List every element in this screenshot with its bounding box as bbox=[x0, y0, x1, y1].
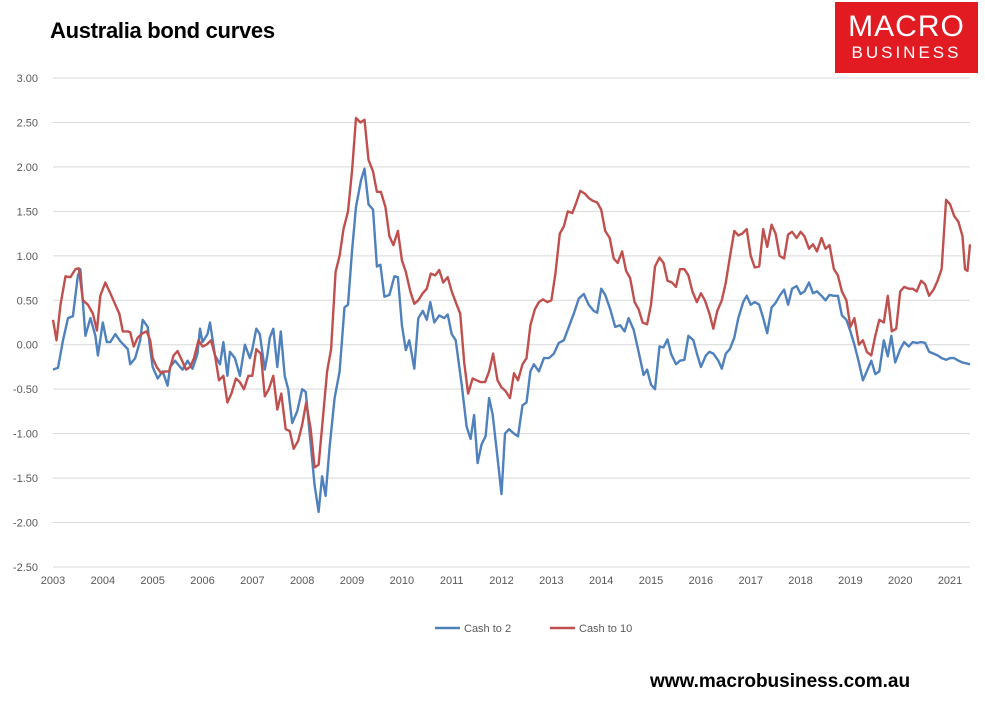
logo-line-1: MACRO bbox=[848, 10, 965, 43]
y-tick-label: 1.00 bbox=[17, 251, 38, 263]
y-tick-label: -1.00 bbox=[13, 429, 38, 441]
y-tick-label: 1.50 bbox=[17, 206, 38, 218]
y-tick-label: -2.00 bbox=[13, 518, 38, 530]
x-tick-label: 2009 bbox=[340, 575, 364, 587]
x-tick-label: 2016 bbox=[689, 575, 713, 587]
x-tick-label: 2004 bbox=[91, 575, 115, 587]
y-tick-label: 0.50 bbox=[17, 295, 38, 307]
x-tick-label: 2011 bbox=[440, 575, 464, 587]
x-tick-label: 2019 bbox=[838, 575, 862, 587]
y-tick-label: 0.00 bbox=[17, 340, 38, 352]
website-url: www.macrobusiness.com.au bbox=[650, 671, 911, 692]
legend-label: Cash to 2 bbox=[464, 623, 511, 635]
x-tick-label: 2015 bbox=[639, 575, 663, 587]
y-tick-label: -1.50 bbox=[13, 473, 38, 485]
x-tick-label: 2021 bbox=[938, 575, 962, 587]
y-tick-label: -2.50 bbox=[13, 562, 38, 574]
y-tick-label: -0.50 bbox=[13, 384, 38, 396]
x-tick-label: 2003 bbox=[41, 575, 65, 587]
series-lines bbox=[51, 116, 972, 514]
legend: Cash to 2 Cash to 10 bbox=[435, 623, 632, 635]
series-line-cash-to-2 bbox=[52, 167, 971, 514]
x-tick-label: 2007 bbox=[240, 575, 264, 587]
x-tick-label: 2017 bbox=[738, 575, 762, 587]
y-tick-label: 3.00 bbox=[17, 73, 38, 85]
logo-line-2: BUSINESS bbox=[851, 43, 962, 62]
gridlines bbox=[53, 77, 970, 568]
macrobusiness-logo: MACRO BUSINESS bbox=[835, 2, 978, 73]
x-tick-label: 2005 bbox=[140, 575, 164, 587]
x-tick-label: 2010 bbox=[390, 575, 414, 587]
y-tick-label: 2.00 bbox=[17, 162, 38, 174]
x-axis-ticks: 2003 2004 2005 2006 2007 2008 2009 2010 2011 2012… bbox=[41, 575, 963, 587]
x-tick-label: 2006 bbox=[190, 575, 214, 587]
series-line-cash-to-10 bbox=[51, 116, 972, 469]
y-axis-ticks: 3.00 2.50 2.00 1.50 1.00 0.50 0.00 -0.50 -1.00 -1… bbox=[13, 73, 38, 574]
x-tick-label: 2013 bbox=[539, 575, 563, 587]
y-tick-label: 2.50 bbox=[17, 117, 38, 129]
x-tick-label: 2008 bbox=[290, 575, 314, 587]
x-tick-label: 2018 bbox=[788, 575, 812, 587]
x-tick-label: 2014 bbox=[589, 575, 613, 587]
legend-label: Cash to 10 bbox=[579, 623, 632, 635]
chart-title: Australia bond curves bbox=[50, 18, 275, 43]
x-tick-label: 2012 bbox=[489, 575, 513, 587]
x-tick-label: 2020 bbox=[888, 575, 912, 587]
